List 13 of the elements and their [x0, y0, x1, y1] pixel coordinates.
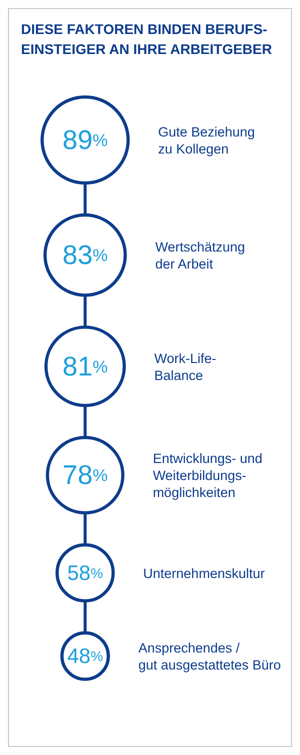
category-label: Ansprechendes / gut ausgestattetes Büro — [138, 640, 281, 672]
category-label: Gute Beziehung zu Kollegen — [158, 124, 255, 156]
data-label: 58% — [67, 561, 104, 584]
category-label: Work-Life- Balance — [154, 350, 216, 382]
category-label: Entwicklungs- und Weiterbildungs- möglichkeiten — [152, 450, 262, 500]
data-label: 48% — [67, 644, 104, 668]
category-label: Unternehmenskultur — [143, 565, 266, 580]
data-label: 83% — [62, 240, 108, 270]
data-label: 81% — [62, 351, 108, 382]
data-label: 78% — [62, 460, 108, 490]
category-label: Wertschätzung der Arbeit — [155, 239, 246, 272]
data-label: 89% — [62, 125, 108, 155]
text: DIESE FAKTOREN BINDEN BERUFS- EINSTEIGER AN IHRE ARBEITGEBER — [21, 20, 273, 59]
